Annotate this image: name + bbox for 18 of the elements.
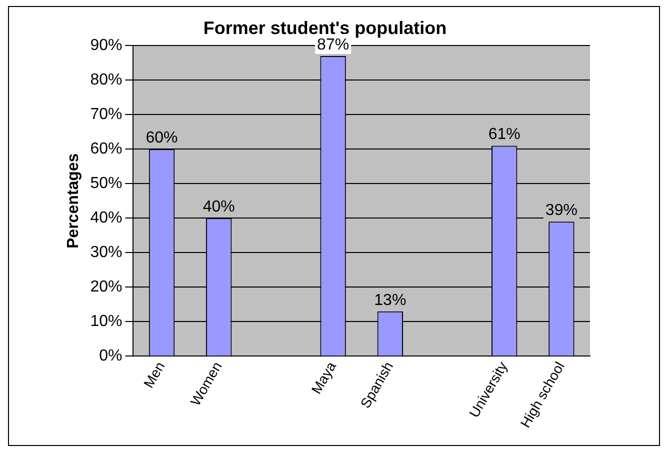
y-tick-label: 60% <box>90 140 122 158</box>
y-tick-label: 40% <box>90 210 122 227</box>
y-tick-label: 20% <box>90 278 122 296</box>
y-tick-label: 0% <box>99 348 122 365</box>
y-axis-title: Percentages <box>65 153 82 249</box>
data-label: 39% <box>545 202 578 220</box>
data-label: 60% <box>146 130 178 147</box>
y-tick-label: 80% <box>90 72 122 89</box>
data-label: 13% <box>374 292 406 309</box>
data-label: 87% <box>317 36 350 54</box>
data-label: 61% <box>488 126 520 144</box>
data-label: 40% <box>202 198 235 216</box>
chart-title: Former student's population <box>203 18 447 38</box>
y-tick-label: 70% <box>90 106 122 124</box>
y-tick-label: 30% <box>90 244 122 262</box>
y-tick-label: 90% <box>90 37 122 54</box>
y-tick-label: 10% <box>90 313 122 330</box>
y-tick-label: 50% <box>90 175 122 192</box>
